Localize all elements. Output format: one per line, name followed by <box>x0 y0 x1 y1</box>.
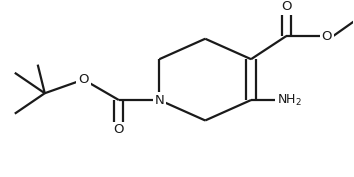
Text: O: O <box>114 124 124 136</box>
Text: O: O <box>322 30 332 42</box>
Text: N: N <box>154 93 164 107</box>
Text: O: O <box>281 0 292 13</box>
Text: O: O <box>78 73 89 86</box>
Text: NH$_2$: NH$_2$ <box>277 93 302 108</box>
